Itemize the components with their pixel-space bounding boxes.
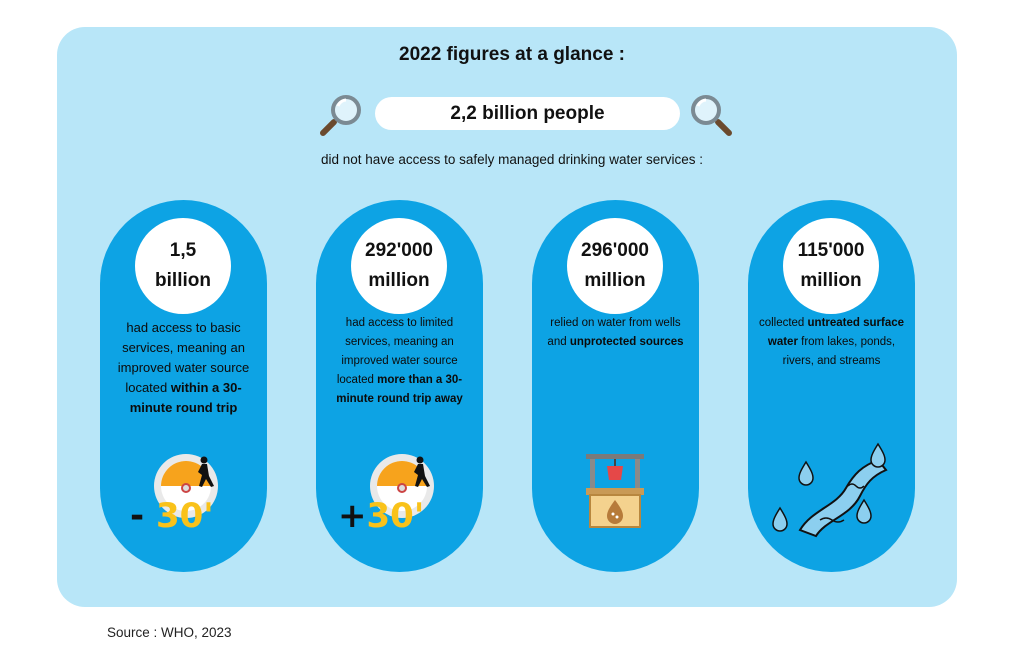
source-citation: Source : WHO, 2023	[107, 625, 232, 640]
water-well-icon	[586, 454, 644, 528]
desc-text: had access to limited services, meaning …	[336, 317, 458, 386]
stat-card-surface-water: 115'000 million collected untreated surf…	[748, 200, 915, 572]
stat-number-value: 292'000	[365, 240, 433, 261]
time-value: 30'	[155, 496, 214, 536]
stat-number-unit: million	[368, 270, 430, 291]
subtitle: did not have access to safely managed dr…	[321, 152, 703, 167]
desc-text: had access to basic services, meaning an…	[117, 320, 250, 395]
headline-pill: 2,2 billion people	[375, 97, 680, 130]
desc-text: collected	[758, 317, 808, 329]
magnifier-icon	[320, 95, 361, 136]
stat-number: 292'000 million	[351, 218, 447, 314]
stat-number-value: 115'000	[797, 240, 865, 261]
river-droplets-icon	[772, 442, 888, 538]
time-value: 30'	[366, 496, 425, 536]
desc-text: relied on water from wells and	[547, 317, 681, 348]
stat-card-basic-services: 1,5 billion had access to basic services…	[100, 200, 267, 572]
stat-number: 115'000 million	[783, 218, 879, 314]
stat-description: had access to limited services, meaning …	[324, 314, 475, 409]
stat-description: collected untreated surface water from l…	[756, 314, 907, 371]
desc-bold: within a 30-minute round trip	[129, 380, 242, 415]
stat-number-unit: million	[800, 270, 862, 291]
magnifier-icon	[691, 95, 732, 136]
stat-number-value: 1,5	[169, 240, 197, 261]
infographic-title: 2022 figures at a glance :	[399, 44, 625, 65]
stopwatch-walker-icon	[370, 454, 434, 518]
desc-bold: unprotected sources	[569, 336, 684, 348]
stat-number-unit: billion	[155, 270, 211, 291]
stat-description: relied on water from wells and unprotect…	[540, 314, 691, 352]
stat-card-wells: 296'000 million relied on water from wel…	[532, 200, 699, 572]
time-label: +30'	[338, 496, 424, 536]
stat-number-value: 296'000	[581, 240, 649, 261]
stat-number-unit: million	[584, 270, 646, 291]
time-sign: -	[130, 496, 156, 536]
desc-bold: more than a 30-minute round trip away	[336, 374, 463, 405]
stat-number: 1,5 billion	[135, 218, 231, 314]
desc-bold: untreated surface water	[767, 317, 905, 348]
stopwatch-walker-icon	[154, 454, 218, 518]
stat-number: 296'000 million	[567, 218, 663, 314]
stat-card-limited-services: 292'000 million had access to limited se…	[316, 200, 483, 572]
time-label: - 30'	[130, 496, 214, 536]
desc-text-after: from lakes, ponds, rivers, and streams	[782, 336, 896, 367]
time-sign: +	[338, 496, 367, 536]
stat-description: had access to basic services, meaning an…	[108, 318, 259, 418]
